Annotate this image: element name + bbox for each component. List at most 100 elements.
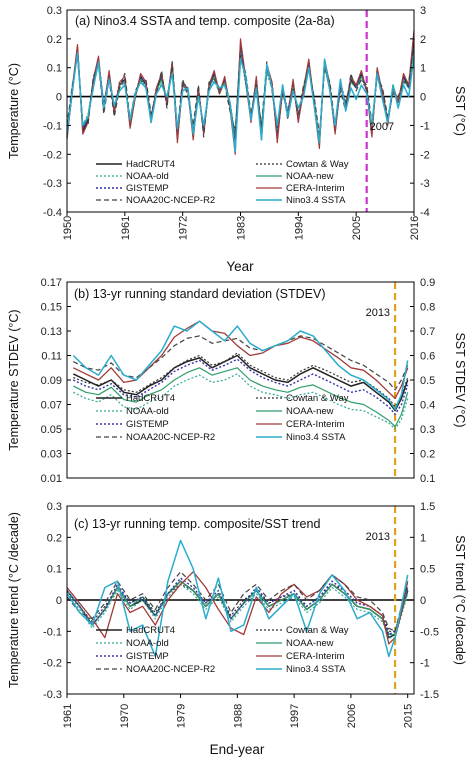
y-tick-label: 0.1 <box>47 63 62 75</box>
y-right-tick-label: 3 <box>420 5 426 17</box>
series-line-noaa-new <box>73 367 409 428</box>
legend-entry: NOAA-new <box>286 638 334 649</box>
y-tick-label: 0.11 <box>41 351 62 363</box>
x-tick-label: 2016 <box>409 216 421 240</box>
series-line-gistemp <box>72 358 409 415</box>
legend-entry: NOAA20C-NCEP-R2 <box>126 664 215 675</box>
y-right-tick-label: 0 <box>420 92 426 104</box>
legend-entry: NOAA-old <box>126 406 169 417</box>
x-tick-label: 1961 <box>62 704 74 728</box>
y-axis-label-left: Temperature STDEV (°C) <box>7 309 21 450</box>
series-line-noaa-old <box>73 373 409 430</box>
y-tick-label: 0.3 <box>47 5 62 17</box>
y-axis-label-left: Temperature (°C) <box>7 63 21 159</box>
x-axis-label: Year <box>226 259 254 274</box>
panel-title: (b) 13-yr running standard deviation (ST… <box>74 287 326 301</box>
y-right-tick-label: 0.9 <box>420 277 435 289</box>
marker-label: 2007 <box>370 121 394 133</box>
y-right-tick-label: 2 <box>420 34 426 46</box>
legend-entry: GISTEMP <box>126 651 169 662</box>
legend-entry: GISTEMP <box>126 419 169 430</box>
legend-entry: NOAA-new <box>286 406 334 417</box>
x-tick-label: 2005 <box>351 216 363 240</box>
x-tick-label: 1961 <box>120 216 132 240</box>
y-right-tick-label: -1 <box>420 658 430 670</box>
series-line-cera-interim <box>73 320 409 400</box>
x-tick-label: 1988 <box>232 704 244 728</box>
y-axis-label-right: SST STDEV (°C) <box>453 332 467 427</box>
legend-entry: Cowtan & Way <box>286 159 349 170</box>
y-tick-label: -0.1 <box>43 120 62 132</box>
x-tick-label: 1997 <box>289 704 301 728</box>
legend-entry: NOAA-old <box>126 638 169 649</box>
legend-entry: HadCRUT4 <box>126 159 175 170</box>
y-tick-label: 0.05 <box>41 424 62 436</box>
y-tick-label: -0.3 <box>43 178 62 190</box>
y-right-tick-label: 0.7 <box>420 326 435 338</box>
y-tick-label: 0.07 <box>41 400 62 412</box>
legend-entry: CERA-Interim <box>286 419 345 430</box>
y-tick-label: 0 <box>56 595 62 607</box>
y-right-tick-label: 0.4 <box>420 400 435 412</box>
panel-b: 0.01 0.03 0.05 0.07 0.09 0.11 0.13 0.15 0.17 0.1 0… <box>7 277 467 485</box>
y-right-tick-label: -1.5 <box>420 689 439 701</box>
y-tick-label: 0.2 <box>47 532 62 544</box>
y-tick-label: 0.2 <box>47 34 62 46</box>
panel-title: (c) 13-yr running temp. composite/SST tr… <box>74 517 320 531</box>
legend-entry: NOAA-old <box>126 171 169 182</box>
y-right-tick-label: 0.6 <box>420 351 435 363</box>
x-tick-label: 1979 <box>176 704 188 728</box>
x-tick-label: 1970 <box>119 704 131 728</box>
y-right-tick-label: 1 <box>420 63 426 75</box>
y-right-tick-label: -4 <box>420 207 430 219</box>
series-line-noaa-new <box>66 580 409 636</box>
panel-a: -0.4 -0.3 -0.2 -0.1 0 0.1 0.2 0.3 -4 -3 -2 -1 0 1 2 3 19… <box>7 5 467 274</box>
panel-title: (a) Nino3.4 SSTA and temp. composite (2a… <box>75 14 335 28</box>
y-tick-label: 0.09 <box>41 375 62 387</box>
y-tick-label: -0.2 <box>43 658 62 670</box>
x-tick-label: 1950 <box>62 216 74 240</box>
y-tick-label: 0.1 <box>47 564 62 576</box>
x-axis-label: End-year <box>210 742 265 757</box>
legend-entry: CERA-Interim <box>286 183 345 194</box>
x-tick-label: 1994 <box>293 216 305 240</box>
series-line-cera-interim <box>66 571 409 645</box>
marker-label: 2013 <box>366 531 390 543</box>
legend-entry: NOAA20C-NCEP-R2 <box>126 195 215 206</box>
x-tick-label: 2015 <box>403 704 415 728</box>
series-line-cera-interim <box>66 30 415 155</box>
y-tick-label: -0.2 <box>43 149 62 161</box>
y-tick-label: 0 <box>56 92 62 104</box>
x-tick-label: 2006 <box>346 704 358 728</box>
legend-entry: HadCRUT4 <box>126 625 175 636</box>
y-tick-label: 0.15 <box>41 302 62 314</box>
series-line-nino3-4-ssta <box>72 320 409 411</box>
y-right-tick-label: 0.2 <box>420 449 435 461</box>
x-tick-label: 1983 <box>236 216 248 240</box>
legend-entry: CERA-Interim <box>286 651 345 662</box>
legend-entry: Nino3.4 SSTA <box>286 195 346 206</box>
y-right-tick-label: 0.5 <box>420 564 435 576</box>
legend-entry: Nino3.4 SSTA <box>286 432 346 443</box>
y-axis-label-left: Temperature trend (°C /decade) <box>7 512 21 688</box>
legend-entry: NOAA-new <box>286 171 334 182</box>
y-tick-label: -0.3 <box>43 689 62 701</box>
y-tick-label: 0.13 <box>41 326 62 338</box>
y-tick-label: 0.01 <box>41 473 62 485</box>
y-right-tick-label: 0 <box>420 595 426 607</box>
series-line-hadcrut4 <box>72 354 409 412</box>
x-tick-label: 1972 <box>178 216 190 240</box>
series-line-noaa-old <box>66 583 409 639</box>
legend-entry: Nino3.4 SSTA <box>286 664 346 675</box>
y-right-tick-label: -0.5 <box>420 626 439 638</box>
y-right-tick-label: 1.5 <box>420 501 435 513</box>
legend-entry: Cowtan & Way <box>286 393 349 404</box>
legend-entry: HadCRUT4 <box>126 393 175 404</box>
y-tick-label: 0.17 <box>41 277 62 289</box>
y-axis-label-right: SST (°C) <box>453 86 467 136</box>
legend-entry: GISTEMP <box>126 183 169 194</box>
y-tick-label: 0.3 <box>47 501 62 513</box>
y-right-tick-label: -2 <box>420 149 430 161</box>
y-tick-label: -0.4 <box>43 207 62 219</box>
